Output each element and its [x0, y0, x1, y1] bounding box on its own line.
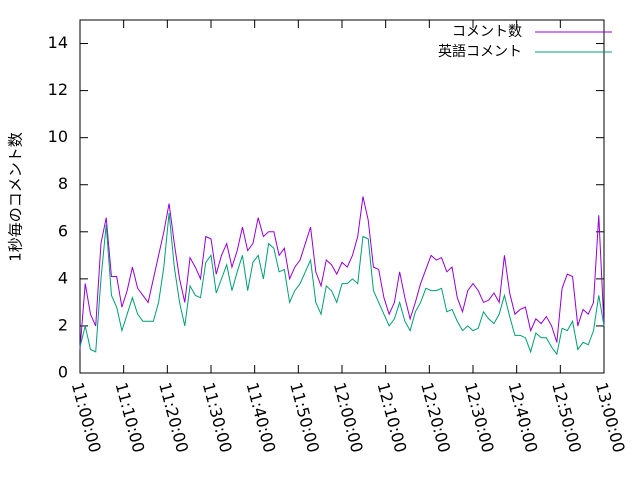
x-tick-label: 12:20:00 — [417, 380, 454, 454]
y-tick-label: 14 — [48, 33, 68, 52]
data-line — [79, 196, 605, 350]
x-tick-label: 12:10:00 — [373, 380, 410, 454]
x-tick-label: 11:40:00 — [242, 380, 279, 454]
x-tick-label: 12:50:00 — [548, 380, 585, 454]
y-tick-label: 8 — [58, 174, 68, 193]
x-tick-label: 13:00:00 — [592, 380, 629, 454]
y-tick-label: 0 — [58, 363, 68, 382]
y-tick-label: 4 — [58, 268, 68, 287]
x-tick-label: 11:10:00 — [111, 380, 148, 454]
data-line — [79, 212, 605, 356]
y-tick-label: 6 — [58, 221, 68, 240]
y-tick-label: 10 — [48, 127, 68, 146]
legend-label: コメント数 — [452, 24, 522, 40]
x-tick-label: 11:50:00 — [286, 380, 323, 454]
x-tick-label: 11:20:00 — [155, 380, 192, 454]
y-tick-label: 2 — [58, 315, 68, 334]
x-tick-label: 12:30:00 — [461, 380, 498, 454]
y-tick-label: 12 — [48, 80, 68, 99]
x-tick-label: 11:30:00 — [199, 380, 236, 454]
y-axis-label: 1秒毎のコメント数 — [7, 132, 25, 262]
x-tick-label: 12:00:00 — [330, 380, 367, 454]
x-tick-label: 11:00:00 — [68, 380, 105, 454]
legend-label: 英語コメント — [438, 43, 522, 60]
x-tick-label: 12:40:00 — [504, 380, 541, 454]
plot-frame — [79, 19, 605, 374]
